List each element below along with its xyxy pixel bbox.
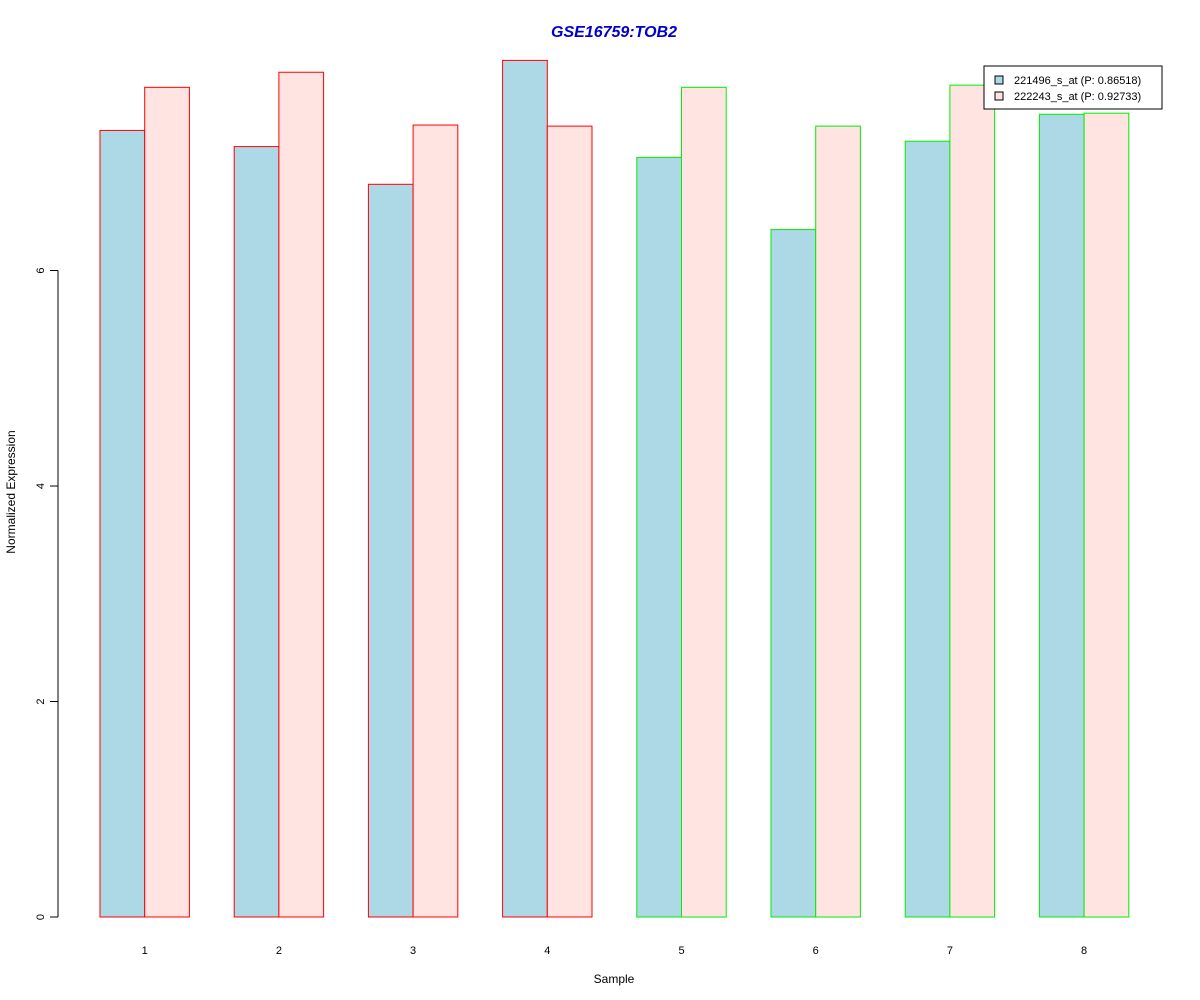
y-axis-label: Normalized Expression: [4, 430, 18, 553]
x-tick-label-5: 5: [678, 945, 684, 957]
x-tick-label-3: 3: [410, 945, 416, 957]
x-tick-label-2: 2: [276, 945, 282, 957]
legend-label-2: 222243_s_at (P: 0.92733): [1014, 91, 1141, 103]
bars: [99, 59, 1130, 918]
bar-sample-2-series-1: [233, 146, 280, 918]
bar-sample-5-series-1: [636, 156, 682, 918]
bar-sample-6-series-1: [770, 229, 817, 918]
y-tick-label: 2: [35, 698, 47, 704]
legend: 221496_s_at (P: 0.86518) 222243_s_at (P: …: [983, 65, 1163, 110]
bar-sample-3-series-2: [412, 124, 459, 918]
chart-title: GSE16759:TOB2: [551, 24, 677, 41]
bar-sample-3-series-1: [367, 183, 414, 918]
x-tick-label-4: 4: [544, 945, 550, 957]
bar-sample-8-series-2: [1083, 112, 1130, 918]
y-tick-label: 0: [35, 914, 47, 920]
x-axis-label: Sample: [594, 972, 635, 986]
legend-swatch-1: [994, 75, 1004, 85]
bar-sample-4-series-1: [502, 59, 548, 918]
bar-sample-8-series-1: [1038, 113, 1085, 918]
bar-sample-7-series-1: [904, 140, 951, 918]
x-tick-label-8: 8: [1081, 945, 1087, 957]
bar-sample-7-series-2: [949, 84, 996, 918]
legend-swatch-2: [994, 91, 1004, 101]
bar-sample-1-series-1: [99, 129, 146, 918]
y-axis: 0 2 4 6: [35, 267, 59, 920]
bar-sample-1-series-2: [144, 86, 190, 918]
y-tick-label: 6: [35, 267, 47, 273]
x-axis-ticks: 1 2 3 4 5 6 7 8: [142, 945, 1088, 957]
bar-sample-4-series-2: [546, 125, 593, 918]
x-tick-label-1: 1: [142, 945, 148, 957]
x-tick-label-7: 7: [947, 945, 953, 957]
bar-sample-2-series-2: [278, 71, 325, 918]
bar-sample-6-series-2: [815, 125, 861, 918]
legend-box: [983, 65, 1163, 110]
y-tick-label: 4: [35, 483, 47, 489]
legend-label-1: 221496_s_at (P: 0.86518): [1014, 75, 1141, 87]
x-tick-label-6: 6: [813, 945, 819, 957]
bar-sample-5-series-2: [681, 86, 727, 918]
